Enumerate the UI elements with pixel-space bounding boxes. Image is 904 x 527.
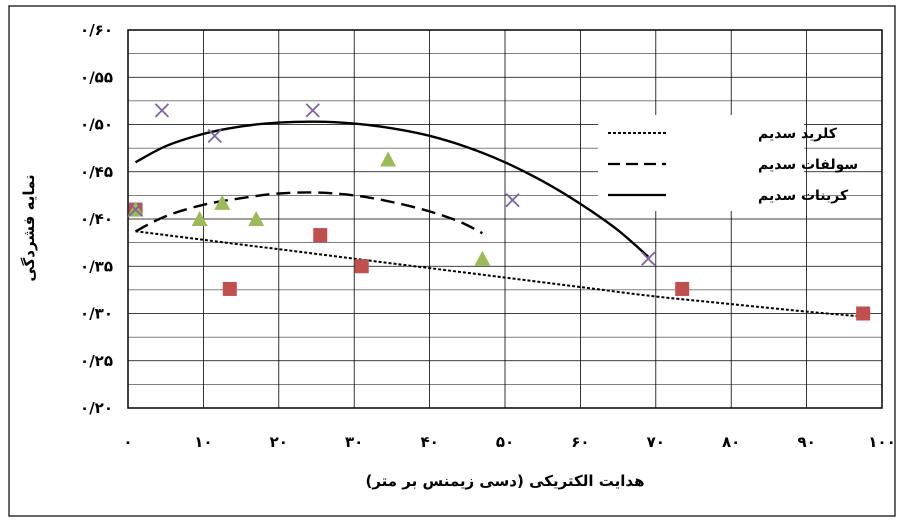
point-x [505, 192, 520, 208]
legend-label-sodium-chloride: کلرید سدیم [758, 126, 838, 142]
x-tick-label: ۸۰ [722, 433, 740, 451]
y-tick-label: ۰/۴۵ [80, 163, 113, 181]
trend-line-dotted [135, 230, 860, 318]
y-tick-label: ۰/۲۵ [80, 352, 113, 370]
x-axis-title: هدایت الکتریکی (دسی زیمنس بر متر) [365, 472, 644, 490]
x-tick-label: ۲۰ [270, 433, 288, 451]
point-square [313, 228, 328, 243]
x-tick-label: ۹۰ [797, 433, 815, 451]
point-square [675, 281, 690, 296]
y-tick-label: ۰/۶۰ [80, 21, 113, 39]
plot-area-border [127, 29, 883, 409]
point-triangle [214, 194, 231, 210]
point-x [207, 128, 222, 143]
x-tick-label: ۶۰ [571, 433, 589, 451]
x-tick-label: ۱۰۰ [868, 433, 895, 451]
point-x [641, 251, 656, 266]
point-x [154, 103, 170, 118]
x-tick-label: ۵۰ [496, 433, 514, 451]
data-points [127, 103, 871, 321]
x-tick-label: ۴۰ [420, 433, 438, 451]
x-tick-label: ۷۰ [647, 433, 665, 451]
trend-line-solid [134, 120, 650, 258]
y-tick-label: ۰/۳۵ [80, 257, 113, 275]
point-square [222, 281, 237, 296]
x-tick-label: ۱۰ [194, 433, 212, 451]
y-tick-label: ۰/۵۰ [80, 116, 113, 134]
chart-frame [8, 5, 896, 517]
point-triangle [248, 211, 265, 226]
point-square [354, 259, 369, 274]
tick-labels: ۰ ۱۰ ۲۰ ۳۰ ۴۰ ۵۰ ۶۰ ۷۰ ۸۰ ۹۰ ۱۰۰ ۰/۲۰ ۰/۲۵ ۰/۳۰ ۰/۳۵ ۰/… [80, 21, 896, 451]
legend-label-sodium-carbonate: کربنات سدیم [758, 188, 849, 204]
x-tick-label: ۳۰ [345, 433, 363, 451]
point-square [856, 306, 871, 321]
x-tick-label: ۰ [123, 433, 132, 451]
trend-lines [134, 120, 860, 318]
legend: کلرید سدیم سولفات سدیم کربنات سدیم [598, 115, 858, 211]
point-triangle [380, 151, 397, 167]
point-x [305, 103, 320, 118]
y-tick-label: ۰/۵۵ [80, 68, 113, 86]
point-triangle [474, 250, 491, 266]
y-axis-title: نمایه فشردگی [20, 174, 38, 281]
y-tick-label: ۰/۲۰ [80, 399, 113, 417]
y-tick-label: ۰/۳۰ [80, 305, 113, 323]
point-x [128, 202, 143, 217]
y-tick-label: ۰/۴۰ [80, 210, 113, 228]
point-triangle [191, 211, 208, 226]
legend-label-sodium-sulfate: سولفات سدیم [758, 157, 858, 173]
